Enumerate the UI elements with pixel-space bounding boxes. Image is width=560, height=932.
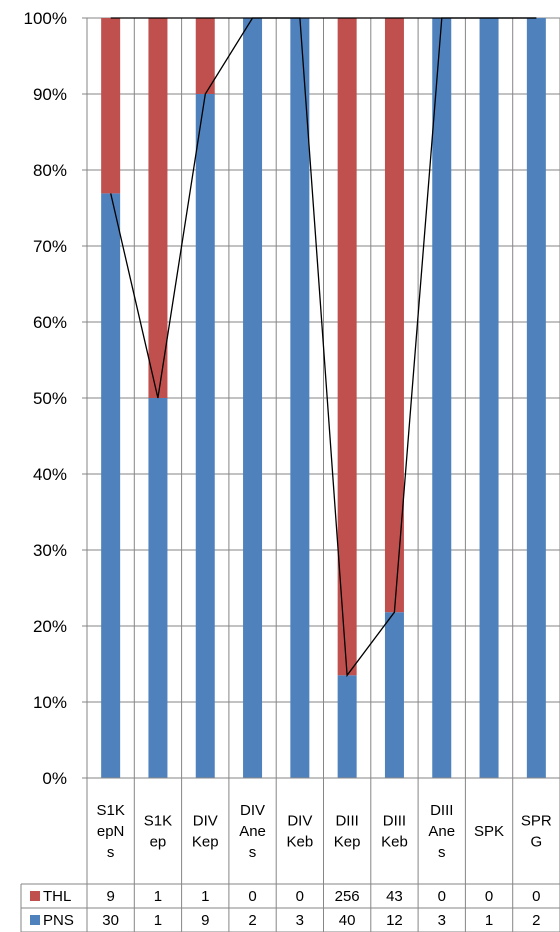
category-label: DIII (335, 813, 358, 830)
legend-label-pns: PNS (43, 912, 74, 929)
table-cell-thl: 43 (386, 888, 403, 905)
category-label: DIV (287, 813, 312, 830)
bar-pns (243, 18, 263, 778)
table-cell-pns: 12 (386, 912, 403, 929)
category-label: S1K (144, 813, 172, 830)
category-label: DIII (430, 802, 453, 819)
y-tick-labels: 0% 10% 20% 30% 40% 50% 60% 70% 80% 90% 100% (24, 9, 67, 788)
bar-pns (384, 612, 404, 778)
category-label: s (107, 844, 115, 861)
y-tick-label: 80% (33, 161, 67, 180)
table-cell-pns: 2 (248, 912, 256, 929)
bar-thl (195, 18, 215, 94)
table-cell-thl: 0 (485, 888, 493, 905)
y-tick-label: 30% (33, 541, 67, 560)
bar-thl (337, 18, 357, 676)
bars (101, 18, 546, 778)
bar-pns (479, 18, 499, 778)
table-cell-thl: 0 (248, 888, 256, 905)
bar-pns (195, 94, 215, 778)
bar-pns (337, 675, 357, 778)
category-label: Kep (334, 834, 361, 851)
category-label: DIII (383, 813, 406, 830)
y-tick-label: 50% (33, 389, 67, 408)
bar-thl (384, 18, 404, 613)
y-tick-label: 40% (33, 465, 67, 484)
bar-thl (148, 18, 168, 398)
category-label: Ane (428, 823, 455, 840)
table-cell-thl: 256 (335, 888, 360, 905)
table-cell-pns: 1 (485, 912, 493, 929)
table-cell-thl: 0 (438, 888, 446, 905)
category-label: epN (97, 823, 125, 840)
category-label: Kep (192, 834, 219, 851)
table-cell-pns: 30 (102, 912, 119, 929)
category-label: Keb (381, 834, 408, 851)
category-label: Ane (239, 823, 266, 840)
table-cell-thl: 1 (201, 888, 209, 905)
axes (82, 17, 560, 779)
bar-pns (526, 18, 546, 778)
series-lines (110, 17, 537, 678)
bar-pns (290, 18, 310, 778)
category-label: G (531, 834, 543, 851)
y-tick-label: 100% (24, 9, 67, 28)
bar-pns (101, 193, 121, 778)
table-cell-pns: 40 (339, 912, 356, 929)
table-cell-pns: 9 (201, 912, 209, 929)
bar-pns (148, 398, 168, 778)
bar-thl (101, 18, 121, 194)
y-tick-label: 10% (33, 693, 67, 712)
data-table: S1K epN s S1K ep DIV Kep DIV Ane s DIV Keb DIII Kep DI… (20, 802, 560, 932)
legend-key-thl (30, 891, 40, 901)
y-tick-label: 0% (42, 769, 67, 788)
category-label: ep (150, 834, 167, 851)
y-tick-label: 90% (33, 85, 67, 104)
table-cell-thl: 0 (532, 888, 540, 905)
table-cell-thl: 0 (296, 888, 304, 905)
table-cell-thl: 9 (106, 888, 114, 905)
legend-label-thl: THL (43, 888, 71, 905)
table-cell-pns: 3 (438, 912, 446, 929)
bar-pns (432, 18, 452, 778)
category-label: Keb (286, 834, 313, 851)
y-tick-label: 60% (33, 313, 67, 332)
category-label: DIV (240, 802, 265, 819)
legend-key-pns (30, 915, 40, 925)
y-tick-label: 70% (33, 237, 67, 256)
y-tick-label: 20% (33, 617, 67, 636)
table-cell-pns: 3 (296, 912, 304, 929)
category-label: SPR (521, 813, 552, 830)
table-cell-pns: 2 (532, 912, 540, 929)
category-label: DIV (193, 813, 218, 830)
category-label: SPK (474, 823, 504, 840)
category-label: S1K (96, 802, 124, 819)
table-cell-pns: 1 (154, 912, 162, 929)
category-label: s (249, 844, 257, 861)
table-cell-thl: 1 (154, 888, 162, 905)
category-label: s (438, 844, 446, 861)
